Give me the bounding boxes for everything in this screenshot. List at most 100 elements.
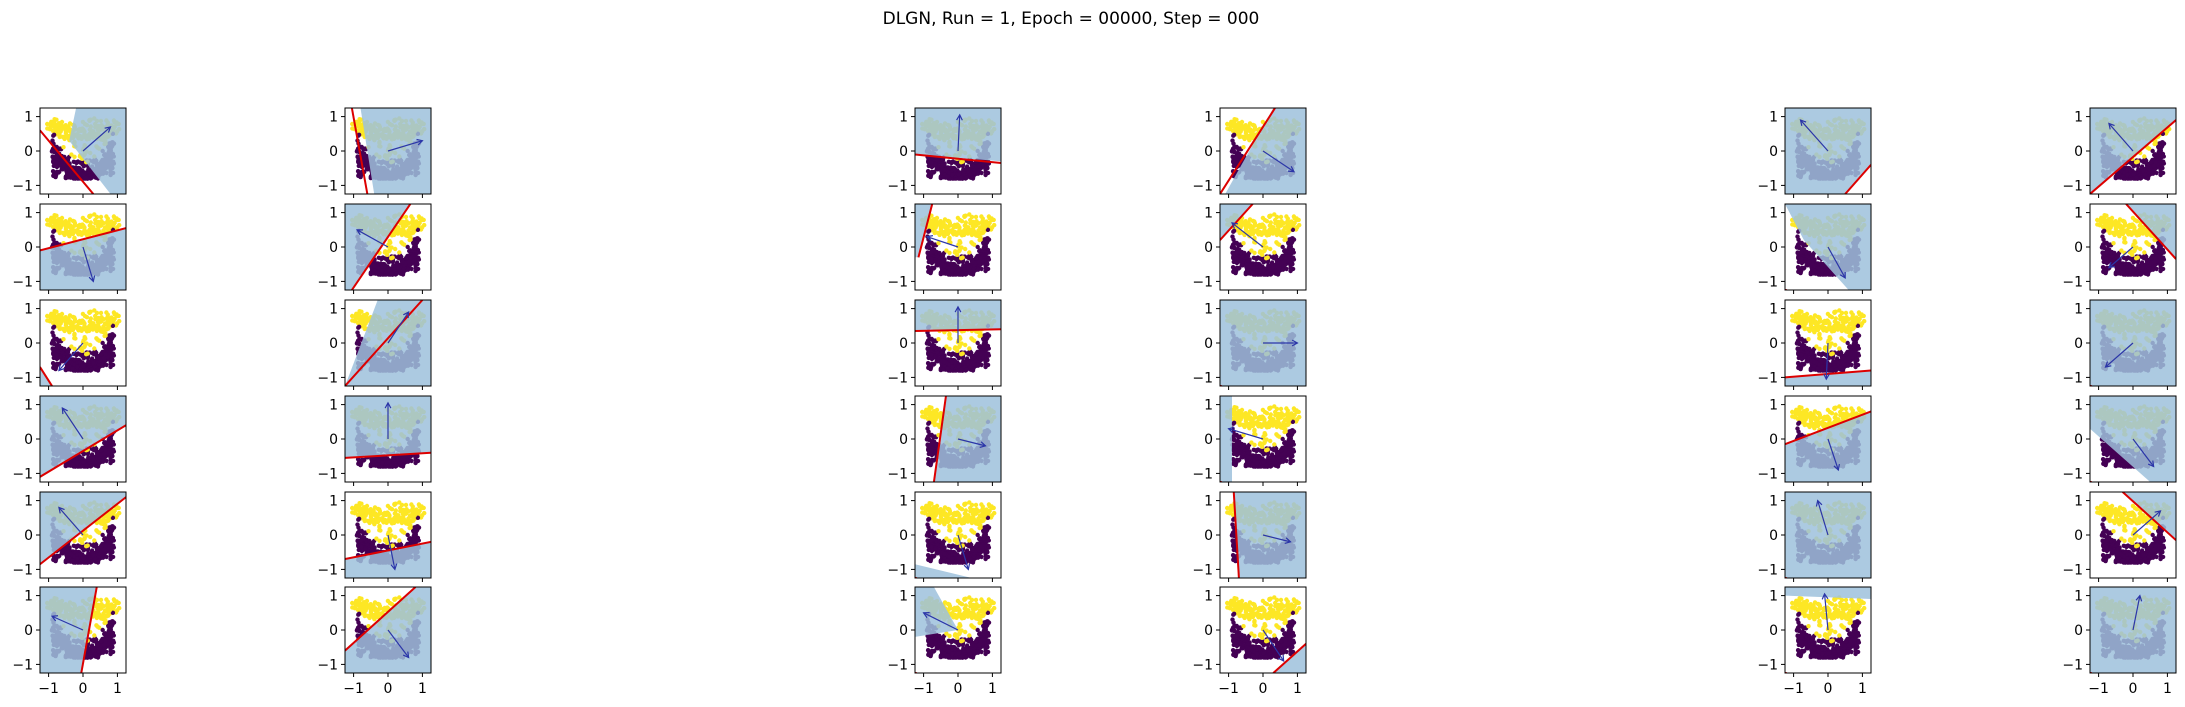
normal-arrow bbox=[1262, 150, 1296, 173]
point-class-1 bbox=[387, 248, 392, 253]
point-class-0 bbox=[60, 167, 65, 172]
y-tick-label: 0 bbox=[899, 144, 908, 160]
point-class-1 bbox=[1248, 128, 1253, 134]
point-class-0 bbox=[1232, 144, 1238, 149]
point-class-1 bbox=[88, 220, 94, 225]
point-class-1 bbox=[1247, 121, 1253, 126]
point-class-0 bbox=[1237, 146, 1243, 151]
y-tick-label: −1 bbox=[2062, 178, 2083, 194]
point-class-1 bbox=[1225, 126, 1230, 131]
point-class-0 bbox=[2153, 160, 2158, 165]
point-class-0 bbox=[942, 167, 947, 173]
point-class-1 bbox=[81, 223, 86, 228]
point-class-1 bbox=[45, 222, 50, 227]
point-class-0 bbox=[382, 264, 388, 269]
hyperplane-line bbox=[1844, 164, 1871, 194]
y-tick-label: 0 bbox=[24, 144, 33, 160]
point-class-1 bbox=[45, 126, 50, 131]
point-class-1 bbox=[408, 235, 413, 240]
point-class-0 bbox=[357, 174, 362, 179]
y-tick-label: 1 bbox=[24, 206, 33, 222]
point-class-1 bbox=[54, 117, 59, 122]
point-class-0 bbox=[50, 154, 55, 160]
point-class-1 bbox=[409, 214, 414, 219]
point-class-0 bbox=[412, 246, 417, 251]
point-class-1 bbox=[97, 220, 103, 225]
gate-region bbox=[1225, 108, 1306, 194]
point-class-0 bbox=[979, 170, 984, 176]
point-class-1 bbox=[400, 241, 405, 246]
point-class-0 bbox=[365, 167, 370, 172]
point-class-0 bbox=[2145, 163, 2151, 169]
point-class-0 bbox=[52, 240, 57, 245]
point-class-1 bbox=[117, 222, 122, 228]
point-class-0 bbox=[956, 172, 961, 177]
point-class-0 bbox=[983, 172, 988, 178]
point-class-0 bbox=[414, 260, 420, 266]
point-class-0 bbox=[964, 175, 969, 180]
point-class-1 bbox=[45, 121, 50, 127]
point-class-0 bbox=[74, 160, 79, 166]
point-class-1 bbox=[95, 227, 101, 232]
point-class-0 bbox=[54, 160, 59, 166]
point-class-1 bbox=[82, 217, 88, 223]
hyperplane-line bbox=[350, 108, 369, 194]
point-class-0 bbox=[953, 160, 958, 165]
point-class-0 bbox=[934, 158, 940, 163]
point-class-0 bbox=[975, 171, 981, 176]
subplot-r1-c3: −101 bbox=[887, 107, 1002, 198]
y-tick-label: 0 bbox=[1204, 144, 1213, 160]
point-class-0 bbox=[77, 168, 83, 173]
plot-area bbox=[345, 204, 431, 290]
point-class-0 bbox=[405, 267, 411, 272]
gate-region bbox=[69, 108, 126, 194]
plot-area bbox=[345, 108, 431, 194]
hyperplane-line bbox=[40, 129, 95, 194]
point-class-0 bbox=[2127, 168, 2133, 173]
point-class-0 bbox=[400, 272, 406, 277]
point-class-1 bbox=[72, 223, 77, 228]
gate-region bbox=[360, 108, 431, 194]
point-class-1 bbox=[56, 217, 62, 222]
point-class-1 bbox=[62, 125, 67, 130]
point-class-0 bbox=[940, 162, 945, 167]
point-class-1 bbox=[62, 221, 67, 226]
point-class-0 bbox=[2148, 160, 2154, 165]
point-class-0 bbox=[1234, 160, 1239, 166]
plot-area bbox=[1785, 108, 1871, 194]
plot-area bbox=[40, 108, 126, 194]
point-class-0 bbox=[70, 174, 75, 179]
point-class-0 bbox=[388, 271, 394, 276]
subplot-r1-c4: −101 bbox=[1192, 107, 1307, 198]
point-class-1 bbox=[400, 227, 406, 232]
point-class-0 bbox=[396, 264, 401, 270]
point-class-1 bbox=[112, 216, 117, 221]
plot-area bbox=[915, 108, 1001, 194]
point-class-1 bbox=[1236, 121, 1242, 126]
point-class-1 bbox=[1231, 128, 1236, 134]
point-class-0 bbox=[391, 263, 396, 268]
subplot-r2-c1: −101 bbox=[12, 203, 127, 294]
point-class-0 bbox=[413, 265, 418, 270]
point-class-1 bbox=[68, 224, 73, 230]
overlap-region bbox=[915, 108, 1001, 161]
point-class-1 bbox=[56, 121, 62, 126]
point-class-0 bbox=[945, 174, 950, 179]
point-class-0 bbox=[81, 172, 86, 177]
point-class-0 bbox=[89, 175, 94, 180]
point-class-1 bbox=[959, 160, 964, 165]
y-tick-label: 1 bbox=[24, 110, 33, 126]
point-class-0 bbox=[54, 169, 60, 174]
point-class-1 bbox=[1237, 134, 1242, 140]
point-class-1 bbox=[350, 126, 355, 131]
point-class-0 bbox=[927, 174, 932, 179]
point-class-1 bbox=[389, 256, 394, 261]
figure-title: DLGN, Run = 1, Epoch = 00000, Step = 000 bbox=[883, 9, 1260, 29]
point-class-0 bbox=[379, 256, 384, 262]
plot-area bbox=[40, 204, 126, 290]
point-class-1 bbox=[397, 250, 402, 255]
point-class-1 bbox=[1252, 123, 1257, 128]
point-class-1 bbox=[1225, 121, 1230, 127]
y-tick-label: −1 bbox=[12, 178, 33, 194]
